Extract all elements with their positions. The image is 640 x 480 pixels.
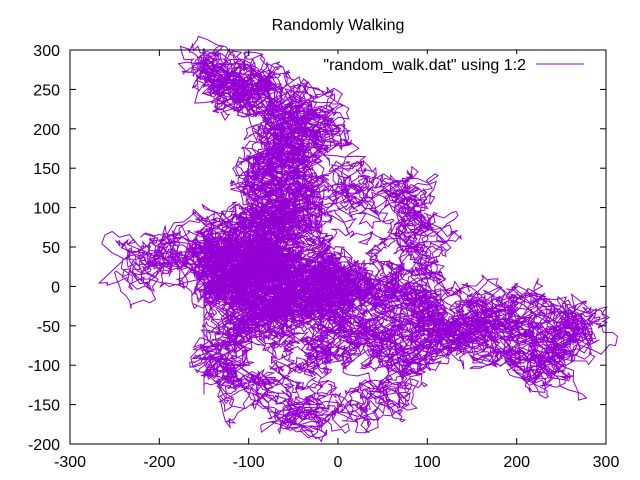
y-tick-label: 100	[33, 201, 60, 218]
y-tick-label: -200	[28, 437, 60, 454]
legend-label: "random_walk.dat" using 1:2	[323, 57, 526, 74]
x-tick-label: 0	[334, 454, 343, 471]
x-tick-label: -200	[143, 454, 175, 471]
legend: "random_walk.dat" using 1:2	[290, 54, 600, 76]
y-tick-label: -50	[37, 319, 60, 336]
x-tick-label: 100	[414, 454, 441, 471]
y-tick-label: -150	[28, 398, 60, 415]
x-axis: -300 -200 -100 0 100 200 300	[54, 50, 619, 471]
y-tick-label: 50	[42, 240, 60, 257]
x-tick-label: -300	[54, 454, 86, 471]
chart-title: Randomly Walking	[272, 17, 405, 34]
y-axis: -200 -150 -100 -50 0 50 100 150 200 250 300	[28, 43, 606, 454]
y-tick-label: -100	[28, 358, 60, 375]
series-line	[97, 35, 619, 443]
series-line-core	[202, 198, 447, 406]
y-tick-label: 200	[33, 122, 60, 139]
walk-path-group	[97, 35, 619, 443]
x-tick-label: -100	[233, 454, 265, 471]
y-tick-label: 250	[33, 82, 60, 99]
y-tick-label: 300	[33, 43, 60, 60]
y-tick-label: 0	[51, 279, 60, 296]
legend-box	[290, 54, 600, 76]
x-tick-label: 200	[503, 454, 530, 471]
y-tick-label: 150	[33, 161, 60, 178]
x-tick-label: 300	[593, 454, 620, 471]
